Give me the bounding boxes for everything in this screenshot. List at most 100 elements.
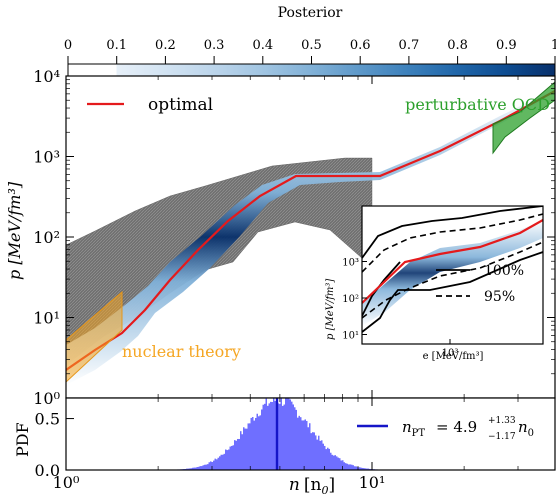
histogram-bar xyxy=(219,456,221,470)
histogram-bar xyxy=(321,440,323,470)
histogram-bar xyxy=(312,432,314,470)
histogram-bar xyxy=(290,399,292,470)
colorbar-tick-label: 0.3 xyxy=(204,38,225,53)
histogram-bar xyxy=(258,416,260,470)
histogram-bar xyxy=(239,439,241,470)
colorbar-tick-label: 0.1 xyxy=(106,38,127,53)
histogram-bar xyxy=(252,417,254,470)
colorbar-tick-label: 0.8 xyxy=(447,38,468,53)
histogram-bar xyxy=(273,398,275,470)
histogram-bar xyxy=(269,403,271,470)
histogram-bar xyxy=(308,427,310,470)
histogram-bar xyxy=(272,402,274,470)
histogram-bar xyxy=(314,432,316,470)
pqcd-label: perturbative QCD xyxy=(405,95,550,114)
histogram-bar xyxy=(216,459,218,470)
histogram-bar xyxy=(206,465,208,470)
histogram-bar xyxy=(263,405,265,470)
histogram-bar xyxy=(230,447,232,470)
main-ylabel: p [MeV/fm³] xyxy=(5,181,24,280)
histogram-bar xyxy=(267,406,269,470)
histogram-bar xyxy=(245,429,247,470)
inset-y-tick-label: 10³ xyxy=(342,258,359,269)
histogram-bar xyxy=(309,423,311,470)
svg-text:−1.17: −1.17 xyxy=(488,432,516,442)
histogram-bar xyxy=(209,462,211,470)
histogram-bar xyxy=(317,440,319,470)
y-tick-label: 10² xyxy=(33,228,60,247)
histogram-bar xyxy=(296,410,298,470)
histogram-bar xyxy=(251,418,253,470)
svg-text:= 4.9: = 4.9 xyxy=(436,418,477,436)
histogram-bar xyxy=(318,436,320,470)
histogram-bar xyxy=(329,449,331,470)
histogram-bar xyxy=(207,464,209,470)
npt-lower: −1.17 xyxy=(488,432,516,442)
colorbar-tick-label: 1 xyxy=(551,38,556,53)
histogram-bar xyxy=(305,419,307,470)
histogram-bar xyxy=(345,463,347,470)
colorbar-gradient xyxy=(68,64,555,77)
histogram-bar xyxy=(243,427,245,470)
colorbar-tick-label: 0.6 xyxy=(350,38,371,53)
npt-subscript: PT xyxy=(412,428,426,439)
histogram-bar xyxy=(347,464,349,470)
histogram-bar xyxy=(350,464,352,470)
inset-legend-100-label: 100% xyxy=(484,263,524,279)
npt-unit-sub: 0 xyxy=(528,428,534,439)
npt-symbol: n xyxy=(402,418,412,436)
histogram-bar xyxy=(257,414,259,470)
histogram-bar xyxy=(306,421,308,470)
histogram-bar xyxy=(302,420,304,470)
histogram-bar xyxy=(231,446,233,470)
histogram-bar xyxy=(210,461,212,470)
histogram-bar xyxy=(215,459,217,470)
histogram-bar xyxy=(344,462,346,470)
colorbar-tick-label: 0.7 xyxy=(399,38,420,53)
colorbar-tick-label: 0.9 xyxy=(496,38,517,53)
svg-text:+1.33: +1.33 xyxy=(488,416,516,426)
colorbar-tick-label: 0 xyxy=(64,38,72,53)
main-panel: optimal perturbative QCD nuclear theory … xyxy=(5,76,555,398)
colorbar-tick-label: 0.2 xyxy=(155,38,176,53)
histogram-bar xyxy=(284,405,286,470)
inset-y-tick-label: 10¹ xyxy=(342,331,359,342)
histogram-bar xyxy=(240,431,242,470)
colorbar-tick-label: 0.5 xyxy=(301,38,322,53)
histogram-bar xyxy=(249,423,251,470)
histogram-bar xyxy=(294,407,296,470)
histogram-bar xyxy=(261,409,263,470)
inset-xlabel: e [MeV/fm³] xyxy=(423,351,484,362)
histogram-bar xyxy=(303,420,305,470)
histogram-bar xyxy=(297,418,299,470)
histogram-bar xyxy=(287,398,289,470)
histogram-bar xyxy=(246,429,248,470)
pdf-ylabel: PDF xyxy=(13,422,32,457)
histogram-bar xyxy=(326,449,328,470)
histogram-bar xyxy=(255,418,257,470)
histogram-bar xyxy=(333,456,335,470)
histogram-bar xyxy=(299,416,301,470)
histogram-bar xyxy=(234,440,236,470)
inset-legend-95-label: 95% xyxy=(484,289,515,305)
legend-optimal-label: optimal xyxy=(148,95,213,115)
histogram-bar xyxy=(233,445,235,470)
histogram-bar xyxy=(242,434,244,470)
histogram-bar xyxy=(348,464,350,470)
x-axis-label: n[n0] xyxy=(289,475,335,495)
histogram-bar xyxy=(315,435,317,470)
histogram-bar xyxy=(228,450,230,470)
histogram-bar xyxy=(270,402,272,470)
colorbar-tick-label: 0.4 xyxy=(252,38,273,53)
histogram-bar xyxy=(341,460,343,470)
histogram-bar xyxy=(237,439,239,470)
histogram-bar xyxy=(221,455,223,470)
histogram-bar xyxy=(275,401,277,470)
histogram-bar xyxy=(335,455,337,470)
histogram-bar xyxy=(285,398,287,470)
histogram-bar xyxy=(260,415,262,470)
histogram-bar xyxy=(353,465,355,470)
colorbar-ticks: 0 0.1 0.2 0.3 0.4 0.5 0.6 0.7 0.8 0.9 1 xyxy=(64,38,556,64)
